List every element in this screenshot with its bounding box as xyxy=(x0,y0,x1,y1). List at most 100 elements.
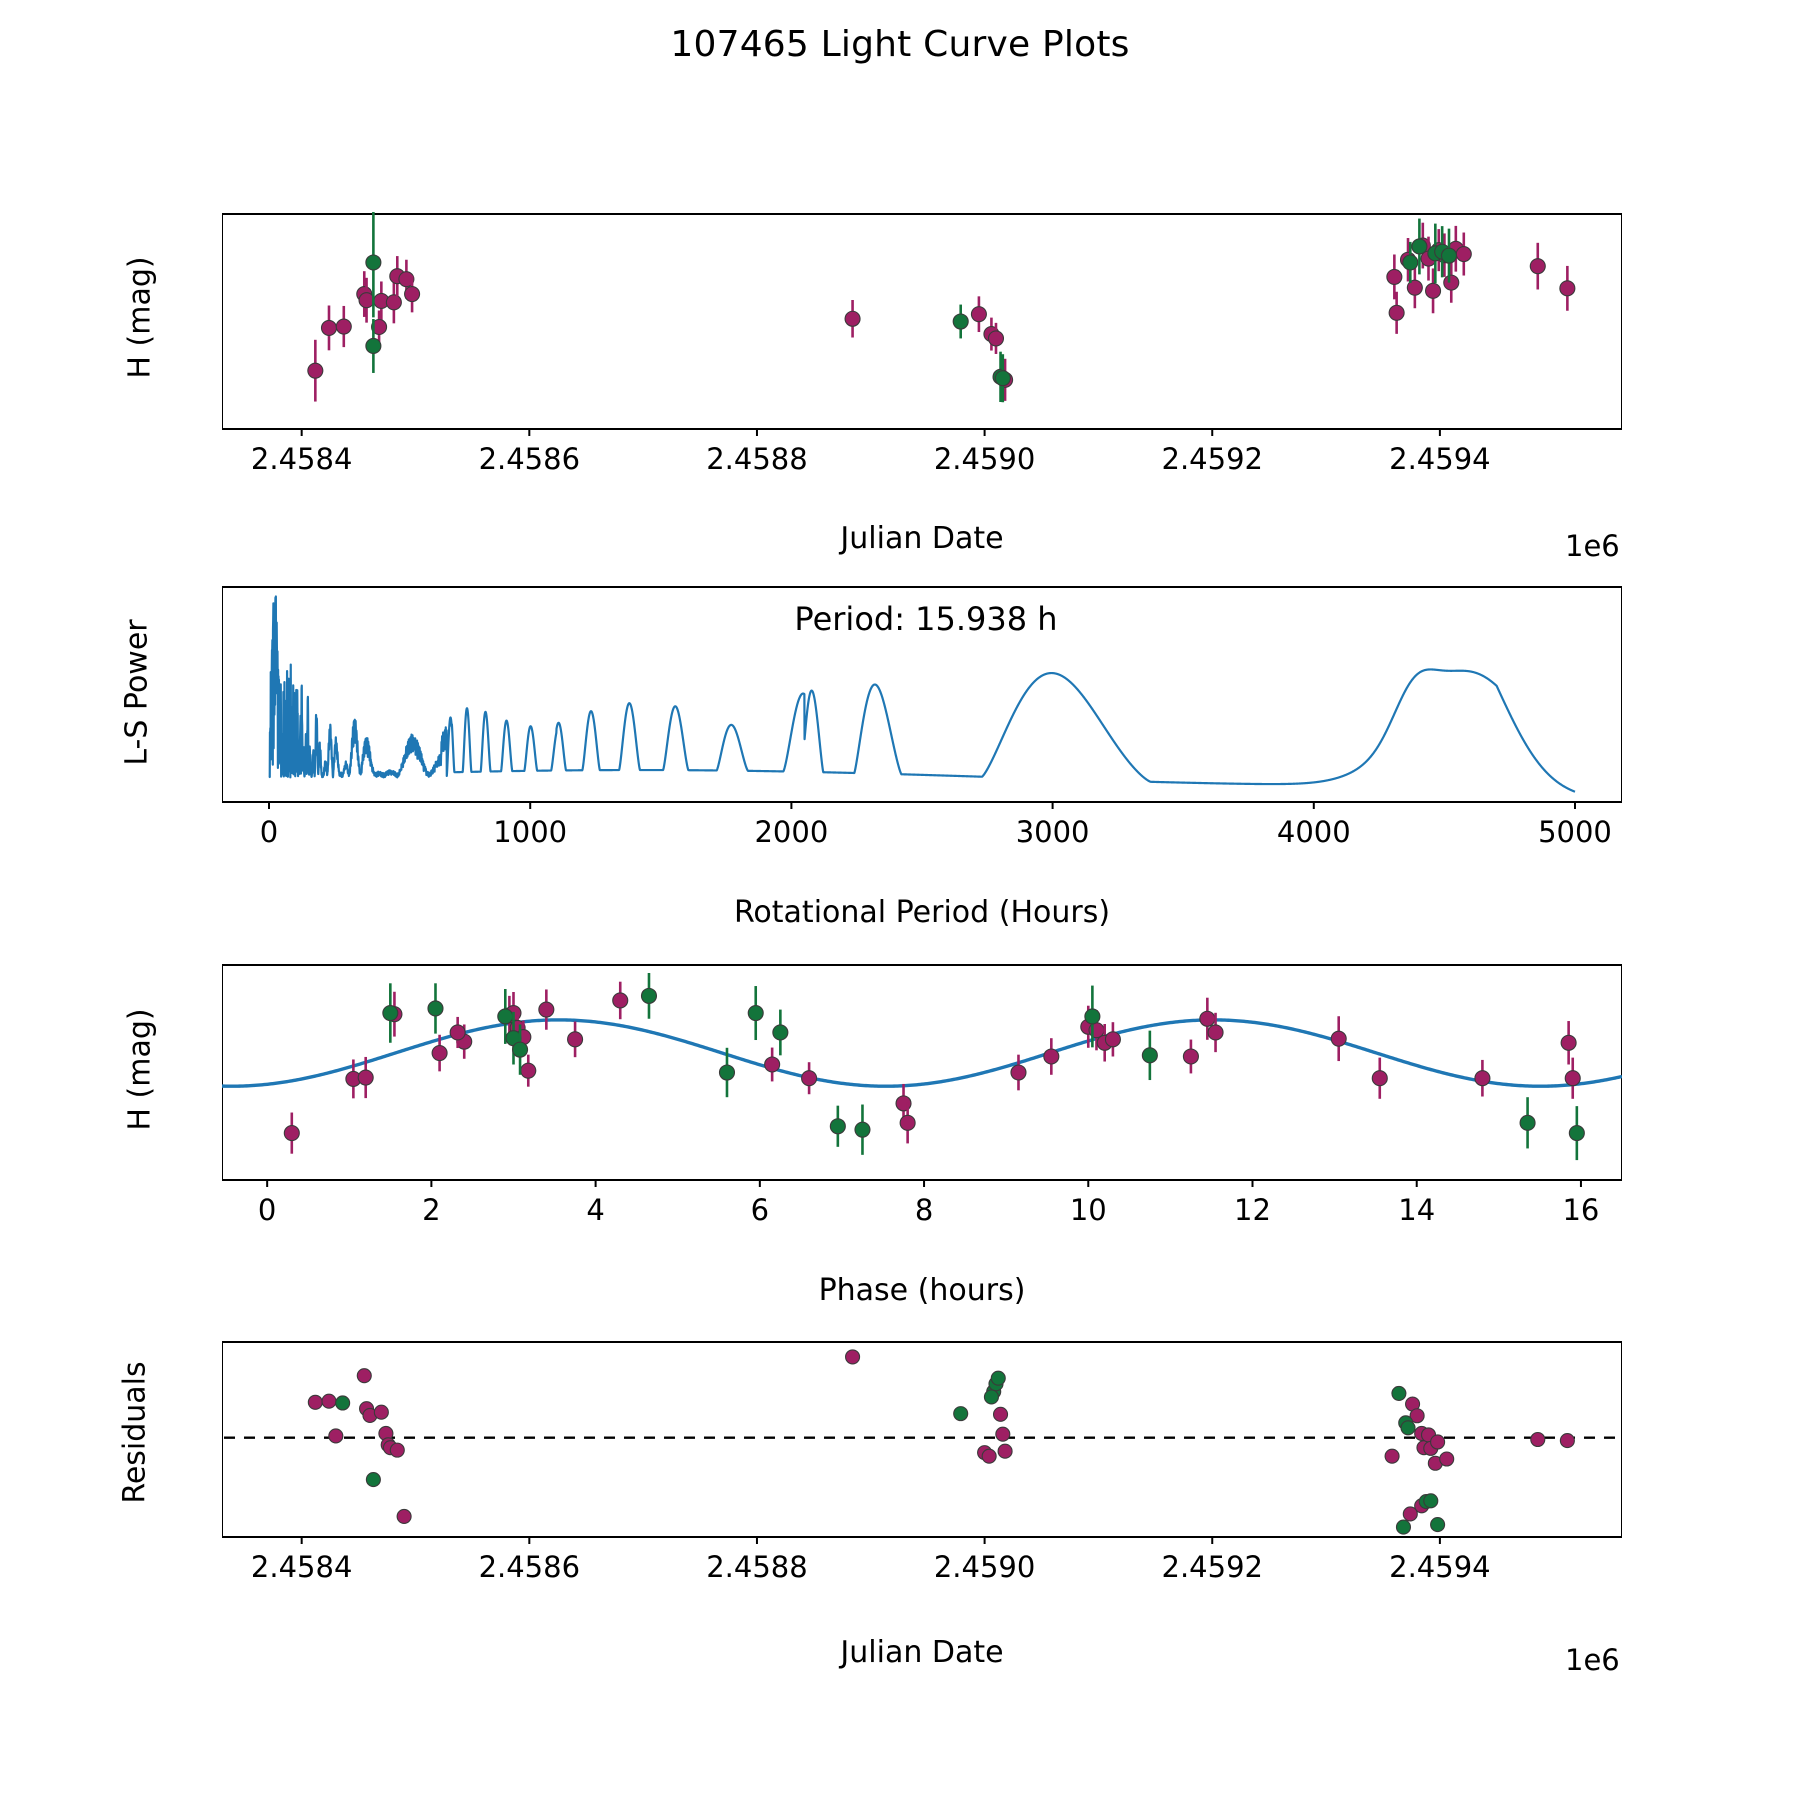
data-point xyxy=(952,313,969,330)
data-series-series_b xyxy=(365,212,1458,403)
data-point xyxy=(307,362,324,379)
axes-frame xyxy=(222,213,1622,430)
data-point xyxy=(1084,1008,1101,1025)
data-point xyxy=(1104,1031,1121,1048)
data-point xyxy=(365,254,382,271)
panel-residuals-offset-text: 1e6 xyxy=(1565,1643,1620,1677)
axes-frame xyxy=(222,964,1622,1181)
data-point xyxy=(512,1041,529,1058)
data-point xyxy=(497,1008,514,1025)
data-point xyxy=(382,1004,399,1022)
data-point xyxy=(1010,1064,1027,1081)
data-point xyxy=(1430,1434,1446,1450)
data-point xyxy=(987,330,1005,347)
data-point xyxy=(1439,1451,1455,1467)
data-series-series_a xyxy=(283,981,1581,1154)
data-point xyxy=(747,1004,764,1022)
data-point xyxy=(431,1045,448,1062)
x-tick-label: 2000 xyxy=(754,815,828,849)
data-point xyxy=(283,1125,300,1142)
data-point xyxy=(1411,238,1428,255)
data-point xyxy=(396,1508,412,1524)
data-point xyxy=(1529,258,1546,275)
x-tick-label: 3000 xyxy=(1016,815,1090,849)
x-tick-label: 10 xyxy=(1070,1193,1107,1227)
data-point xyxy=(365,337,382,355)
data-point xyxy=(404,286,421,303)
x-tick-label: 4000 xyxy=(1277,815,1351,849)
panel-phasefold-ylabel: H (mag) xyxy=(122,1008,158,1131)
x-tick-label: 0 xyxy=(260,815,278,849)
data-point xyxy=(320,319,338,336)
data-point xyxy=(1402,1506,1418,1522)
data-point xyxy=(1440,247,1458,264)
data-point xyxy=(899,1114,916,1131)
data-point xyxy=(801,1070,818,1087)
panel-periodogram-ylabel: L-S Power xyxy=(119,619,155,766)
data-point xyxy=(1443,274,1460,291)
data-point xyxy=(764,1056,781,1073)
data-point xyxy=(1560,1034,1577,1051)
data-point xyxy=(358,292,375,309)
data-point xyxy=(1199,1010,1216,1027)
data-point xyxy=(995,1426,1011,1442)
data-point xyxy=(371,318,388,336)
x-tick-label: 2.4590 xyxy=(934,442,1035,476)
data-point xyxy=(1402,254,1419,271)
data-point xyxy=(1400,1420,1416,1436)
x-tick-label: 4 xyxy=(586,1193,604,1227)
x-tick-label: 2.4586 xyxy=(479,1550,580,1584)
x-tick-label: 0 xyxy=(258,1193,276,1227)
panel-phasefold-xlabel: Phase (hours) xyxy=(818,1273,1026,1308)
data-point xyxy=(1182,1048,1199,1065)
x-tick-label: 2.4584 xyxy=(251,1550,352,1584)
data-point xyxy=(997,1443,1013,1459)
data-point xyxy=(1141,1047,1158,1064)
data-point xyxy=(538,1001,555,1018)
x-tick-label: 2.4584 xyxy=(251,442,352,476)
data-point xyxy=(854,1121,871,1138)
panel-periodogram: 0100020003000400050000.00.20.4 xyxy=(222,585,1622,850)
panel-lightcurve-xlabel: Julian Date xyxy=(840,521,1004,556)
data-point xyxy=(1388,304,1405,321)
data-point xyxy=(389,1442,405,1458)
x-tick-label: 14 xyxy=(1398,1193,1435,1227)
data-point xyxy=(1391,1385,1407,1401)
data-point xyxy=(398,271,415,288)
data-point xyxy=(1564,1070,1581,1087)
data-point xyxy=(1409,1408,1425,1424)
x-tick-label: 16 xyxy=(1562,1193,1599,1227)
data-point xyxy=(356,1368,372,1384)
data-point xyxy=(1474,1070,1491,1087)
x-tick-label: 2.4594 xyxy=(1389,442,1490,476)
data-point xyxy=(328,1428,344,1444)
data-point xyxy=(983,1389,999,1405)
panel-lightcurve: 2.45842.45862.45882.45902.45922.459414.5… xyxy=(222,212,1622,477)
data-point xyxy=(1384,1448,1400,1464)
data-point xyxy=(992,1406,1009,1422)
figure-title: 107465 Light Curve Plots xyxy=(670,24,1130,65)
data-point xyxy=(1207,1024,1224,1041)
data-point xyxy=(1043,1048,1060,1065)
panel-residuals-xlabel: Julian Date xyxy=(840,1635,1004,1670)
panel-lightcurve-ylabel: H (mag) xyxy=(122,256,158,379)
data-point xyxy=(321,1393,337,1409)
data-series-series_b xyxy=(382,973,1585,1161)
data-point xyxy=(567,1031,584,1048)
data-point xyxy=(520,1062,537,1079)
panel-lightcurve-offset-text: 1e6 xyxy=(1565,529,1620,563)
data-point xyxy=(1455,245,1472,263)
data-point xyxy=(772,1024,789,1041)
x-tick-label: 2.4586 xyxy=(479,442,580,476)
data-point xyxy=(1395,1519,1412,1535)
axes-frame xyxy=(222,1341,1622,1538)
data-point xyxy=(1386,268,1403,285)
data-point xyxy=(718,1064,736,1081)
axes-frame xyxy=(222,586,1622,803)
panel-periodogram-xlabel: Rotational Period (Hours) xyxy=(733,895,1111,930)
data-point xyxy=(640,987,658,1004)
panel-residuals-ylabel: Residuals xyxy=(117,1361,153,1504)
data-point xyxy=(307,1394,323,1410)
data-point xyxy=(335,1395,351,1411)
